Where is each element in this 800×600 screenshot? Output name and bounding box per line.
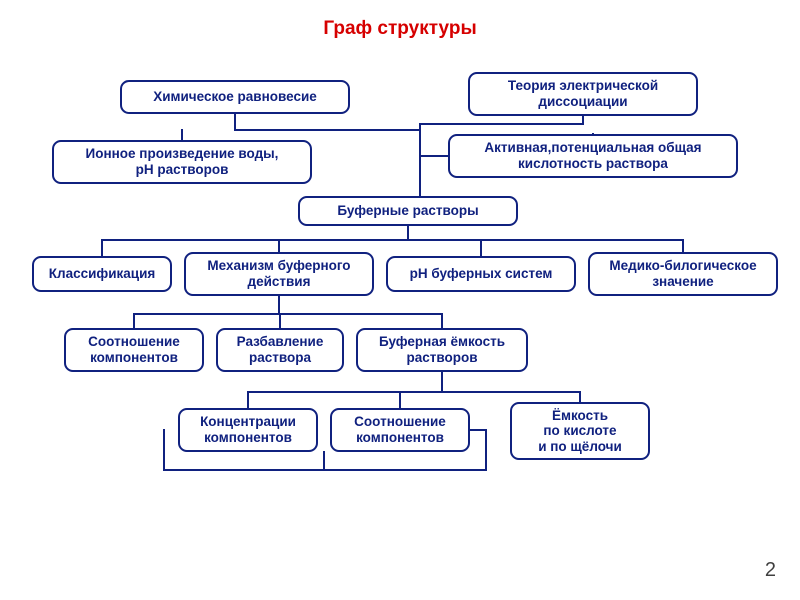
- node-n11: Разбавлениераствора: [216, 328, 344, 372]
- node-n14: Соотношениекомпонентов: [330, 408, 470, 452]
- node-n12: Буферная ёмкостьрастворов: [356, 328, 528, 372]
- node-n3: Ионное произведение воды,рН растворов: [52, 140, 312, 184]
- node-n9: Медико-билогическоезначение: [588, 252, 778, 296]
- node-n13: Концентрациикомпонентов: [178, 408, 318, 452]
- node-n10: Соотношениекомпонентов: [64, 328, 204, 372]
- node-n6: Классификация: [32, 256, 172, 292]
- node-n2: Теория электрическойдиссоциации: [468, 72, 698, 116]
- node-n1: Химическое равновесие: [120, 80, 350, 114]
- node-n8: рН буферных систем: [386, 256, 576, 292]
- diagram-title: Граф структуры: [0, 18, 800, 40]
- diagram-stage: { "type": "flowchart", "canvas": { "widt…: [0, 0, 800, 600]
- node-n4: Активная,потенциальная общаякислотность …: [448, 134, 738, 178]
- node-n5: Буферные растворы: [298, 196, 518, 226]
- page-number: 2: [765, 559, 776, 582]
- node-n15: Ёмкостьпо кислотеи по щёлочи: [510, 402, 650, 460]
- node-n7: Механизм буферногодействия: [184, 252, 374, 296]
